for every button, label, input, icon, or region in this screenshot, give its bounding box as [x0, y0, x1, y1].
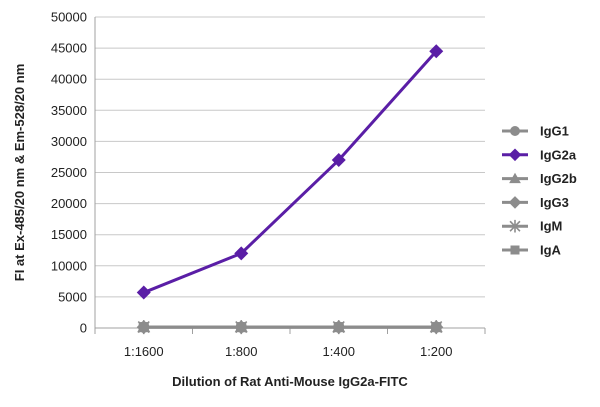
legend-item-igg2a: IgG2a: [502, 147, 577, 162]
legend-marker: [509, 172, 521, 184]
y-tick-label: 30000: [51, 134, 87, 149]
legend-label: IgA: [540, 243, 562, 258]
gridlines: [95, 16, 485, 298]
series-iga: [138, 322, 442, 333]
data-point: [431, 322, 442, 333]
y-tick-label: 40000: [51, 72, 87, 87]
y-tick-label: 10000: [51, 258, 87, 273]
legend-label: IgG3: [540, 195, 569, 210]
x-tick-label: 1:400: [322, 344, 355, 359]
legend-label: IgG1: [540, 124, 569, 139]
legend: IgG1 IgG2a IgG2b IgG3 IgM IgA: [502, 124, 577, 258]
x-axis-title: Dilution of Rat Anti-Mouse IgG2a-FITC: [172, 374, 408, 389]
x-tick-label: 1:800: [225, 344, 258, 359]
legend-marker: [510, 126, 520, 136]
data-point: [429, 44, 444, 59]
legend-item-igm: IgM: [502, 219, 562, 234]
series-group: [136, 44, 444, 335]
data-point: [333, 322, 344, 333]
y-tick-label: 5000: [58, 289, 87, 304]
data-point: [236, 322, 247, 333]
y-tick-label: 25000: [51, 165, 87, 180]
legend-marker: [508, 148, 522, 162]
x-tick-label: 1:200: [420, 344, 453, 359]
legend-item-iga: IgA: [502, 243, 562, 258]
y-tick-label: 50000: [51, 10, 87, 25]
y-tick-label: 35000: [51, 103, 87, 118]
y-tick-label: 45000: [51, 41, 87, 56]
y-tick-label: 0: [80, 321, 87, 336]
data-point: [136, 285, 151, 300]
series-line: [143, 50, 438, 294]
data-point: [234, 246, 249, 261]
legend-item-igg1: IgG1: [502, 124, 569, 139]
y-tick-label: 15000: [51, 227, 87, 242]
series-igg2a: [136, 44, 444, 300]
y-axis-title: FI at Ex-485/20 nm & Em-528/20 nm: [12, 64, 27, 281]
legend-item-igg3: IgG3: [502, 195, 569, 210]
legend-marker: [509, 219, 521, 233]
legend-label: IgG2a: [540, 147, 577, 162]
legend-label: IgM: [540, 219, 562, 234]
y-tick-label: 20000: [51, 196, 87, 211]
legend-item-igg2b: IgG2b: [502, 171, 577, 186]
legend-label: IgG2b: [540, 171, 577, 186]
x-tick-label: 1:1600: [124, 344, 164, 359]
data-point: [331, 153, 346, 168]
legend-marker: [508, 196, 522, 209]
axes: 0 5000 10000 15000 20000 25000 30000 35000 40000…: [51, 10, 486, 359]
data-point: [138, 322, 149, 333]
legend-marker: [510, 245, 520, 255]
